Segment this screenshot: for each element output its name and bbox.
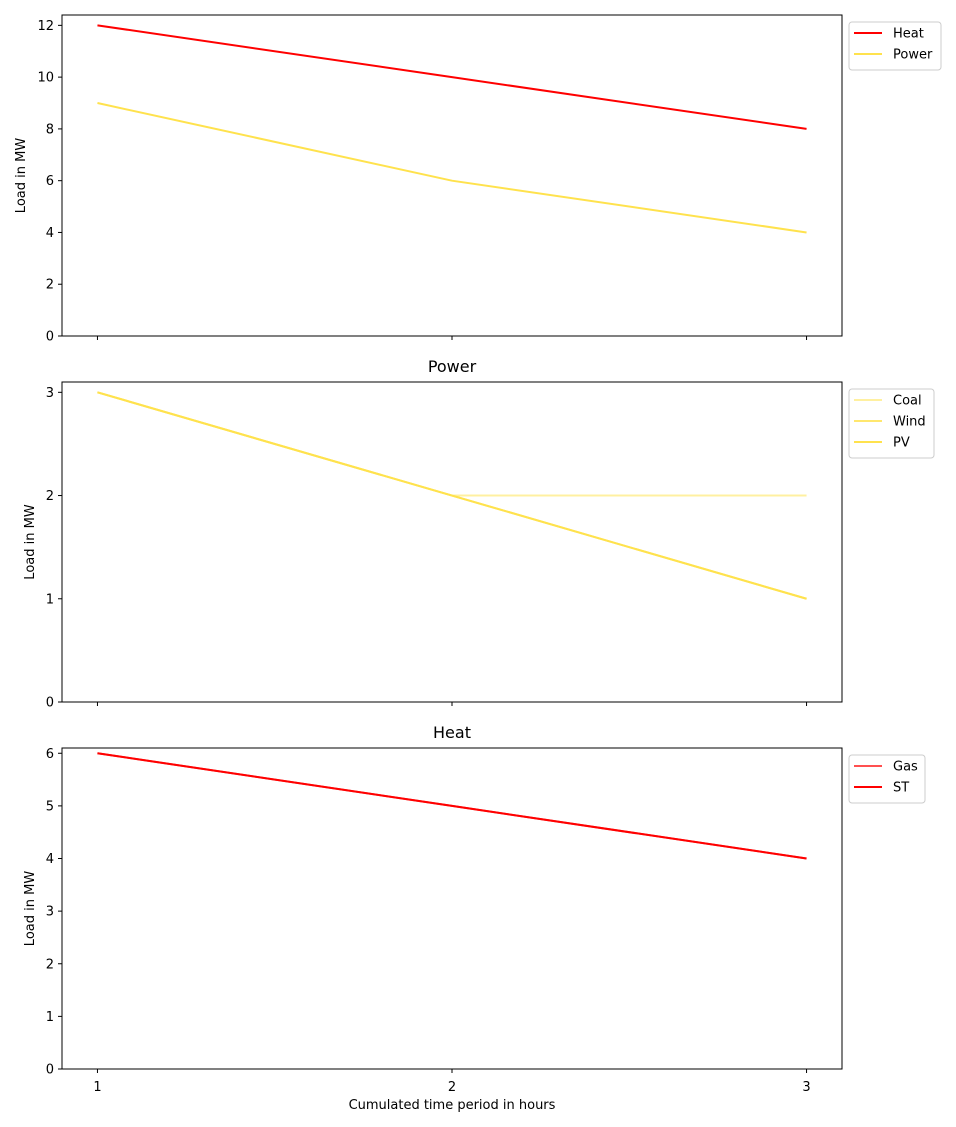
legend: Coal Wind PV <box>848 388 935 459</box>
y-tick-label: 2 <box>46 957 54 972</box>
legend-label-power: Power <box>893 48 933 63</box>
x-tick-label: 1 <box>93 1080 101 1095</box>
y-axis-label: Load in MW <box>23 504 38 580</box>
y-tick-label: 6 <box>46 747 54 762</box>
x-tick-label: 3 <box>802 1080 810 1095</box>
legend-box <box>848 388 935 459</box>
y-tick-label: 1 <box>46 1010 54 1025</box>
y-tick-label: 2 <box>46 489 54 504</box>
y-tick-label: 0 <box>46 1063 54 1078</box>
series-line-power <box>97 102 807 234</box>
legend: Gas ST <box>848 754 926 804</box>
y-axis-label: Load in MW <box>23 871 38 947</box>
chart-panel-3: 0 1 2 3 4 5 6 1 2 3 Heat Load in MW Cumulated time p… <box>23 723 926 1113</box>
y-axis-label: Load in MW <box>14 138 29 214</box>
chart-panel-1: 0 2 4 6 8 10 12 Load in MW Heat Power <box>14 14 942 345</box>
y-tick-label: 5 <box>46 799 54 814</box>
series-line-pv <box>97 391 807 600</box>
panel-title: Power <box>428 357 477 376</box>
chart-panel-2: 0 1 2 3 Power Load in MW Coal Wind PV <box>23 357 935 711</box>
y-tick-label: 3 <box>46 905 54 920</box>
series-line-heat <box>97 24 807 130</box>
y-tick-label: 0 <box>46 696 54 711</box>
y-tick-label: 0 <box>46 330 54 345</box>
y-tick-label: 3 <box>46 386 54 401</box>
series-line-st <box>97 752 807 860</box>
y-tick-label: 2 <box>46 278 54 293</box>
legend-label-st: ST <box>893 781 909 796</box>
legend-label-gas: Gas <box>893 760 918 775</box>
x-tick-label: 2 <box>448 1080 456 1095</box>
y-tick-label: 4 <box>46 852 54 867</box>
y-tick-label: 4 <box>46 226 54 241</box>
x-axis-label: Cumulated time period in hours <box>349 1098 556 1113</box>
y-tick-label: 8 <box>46 122 54 137</box>
legend: Heat Power <box>848 21 942 71</box>
y-tick-label: 10 <box>37 71 54 86</box>
y-tick-label: 1 <box>46 592 54 607</box>
y-tick-label: 12 <box>37 19 54 34</box>
legend-label-coal: Coal <box>893 394 922 409</box>
panel-title: Heat <box>433 723 471 742</box>
legend-label-wind: Wind <box>893 415 926 430</box>
legend-label-pv: PV <box>893 436 910 451</box>
legend-label-heat: Heat <box>893 27 924 42</box>
y-tick-label: 6 <box>46 174 54 189</box>
